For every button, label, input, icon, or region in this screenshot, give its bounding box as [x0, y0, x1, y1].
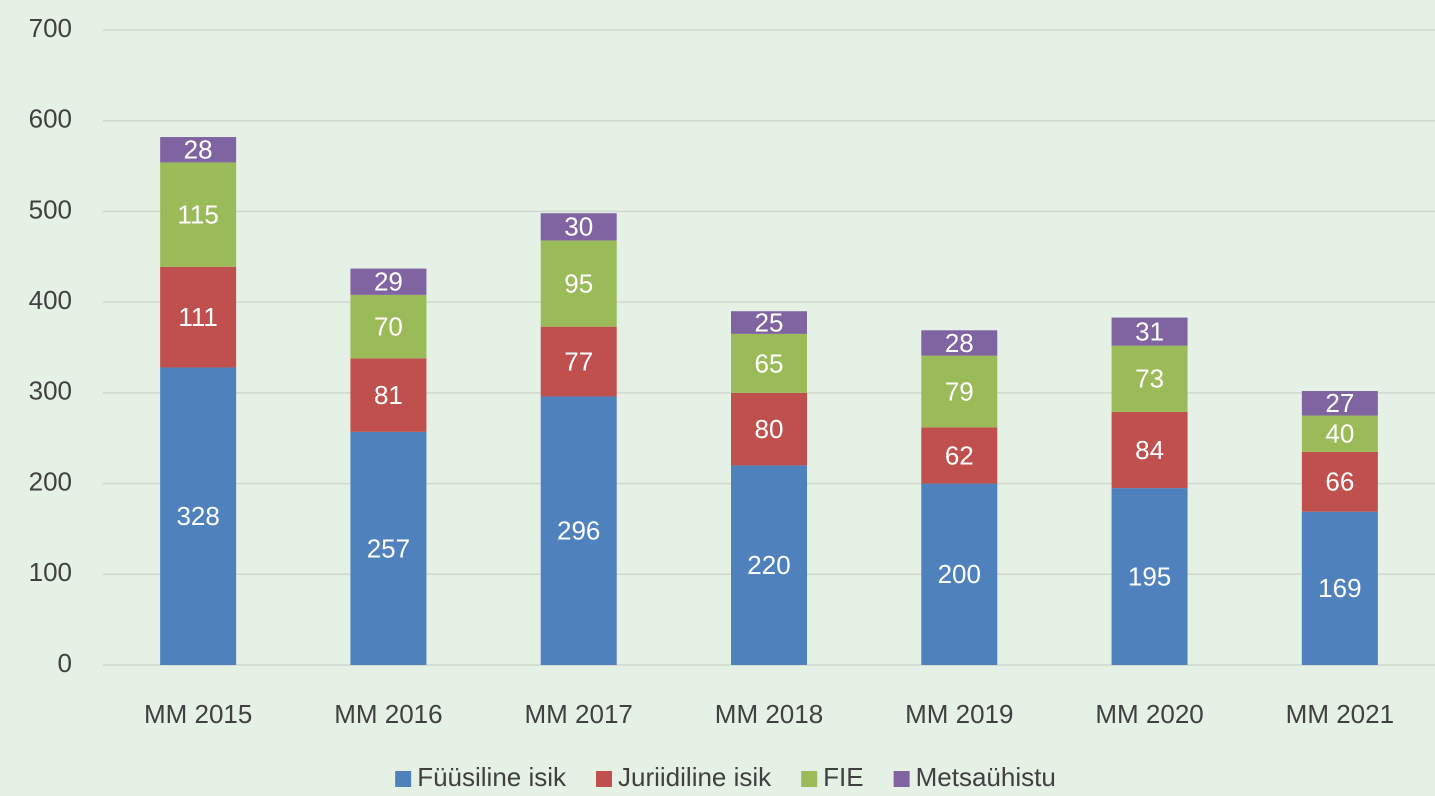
- data-label: 30: [564, 212, 593, 242]
- bar-segment: [160, 367, 237, 665]
- bar-segment: [540, 326, 617, 397]
- x-tick-label: MM 2015: [144, 699, 252, 729]
- x-tick-label: MM 2019: [905, 699, 1013, 729]
- bar-segment: [540, 240, 617, 327]
- data-label: 27: [1325, 388, 1354, 418]
- data-label: 25: [755, 307, 784, 337]
- x-tick-label: MM 2021: [1286, 699, 1394, 729]
- data-label: 62: [945, 440, 974, 470]
- data-label: 296: [557, 516, 600, 546]
- data-label: 77: [564, 346, 593, 376]
- x-tick-label: MM 2017: [525, 699, 633, 729]
- data-label: 79: [945, 376, 974, 406]
- data-label: 95: [564, 268, 593, 298]
- bar-segment: [921, 483, 998, 665]
- data-label: 84: [1135, 435, 1164, 465]
- data-label: 70: [374, 312, 403, 342]
- data-label: 66: [1325, 467, 1354, 497]
- bar-segment: [1301, 415, 1378, 452]
- bar-segment: [160, 137, 237, 163]
- data-label: 73: [1135, 364, 1164, 394]
- y-tick-label: 300: [29, 376, 72, 406]
- y-tick-label: 500: [29, 194, 72, 224]
- bar-segment: [350, 358, 427, 432]
- bar-segment: [160, 162, 237, 267]
- x-tick-label: MM 2016: [334, 699, 442, 729]
- y-tick-label: 200: [29, 466, 72, 496]
- legend-label: Füüsiline isik: [417, 762, 567, 792]
- bar-segment: [1301, 511, 1378, 665]
- data-label: 115: [177, 199, 218, 229]
- data-label: 28: [945, 328, 974, 358]
- y-tick-label: 700: [29, 13, 72, 43]
- bar-segment: [1111, 345, 1188, 412]
- bar-segment: [350, 268, 427, 295]
- bar-segment: [731, 392, 807, 466]
- bar-segment: [350, 294, 427, 359]
- y-tick-label: 0: [58, 648, 72, 678]
- bar-segment: [540, 213, 617, 241]
- bar-segment: [1111, 488, 1188, 665]
- bar-segment: [350, 431, 427, 665]
- y-tick-label: 600: [29, 104, 72, 134]
- data-label: 257: [367, 533, 410, 563]
- data-label: 200: [938, 559, 981, 589]
- data-label: 28: [184, 135, 213, 165]
- legend-swatch: [893, 771, 910, 787]
- data-label: 40: [1325, 419, 1354, 449]
- legend-swatch: [395, 771, 412, 787]
- data-label: 65: [755, 348, 784, 378]
- x-tick-label: MM 2020: [1095, 699, 1203, 729]
- data-label: 328: [176, 501, 219, 531]
- bar-segment: [921, 427, 998, 484]
- bar-segment: [160, 266, 237, 368]
- bar-segment: [1301, 391, 1378, 416]
- legend-swatch: [801, 771, 818, 787]
- data-label: 111: [178, 302, 218, 332]
- data-label: 31: [1135, 317, 1164, 347]
- bar-segment: [731, 333, 807, 393]
- y-tick-label: 100: [29, 557, 72, 587]
- bar-segment: [731, 311, 807, 334]
- data-label: 80: [755, 414, 784, 444]
- legend-label: Metsaühistu: [916, 762, 1056, 792]
- data-label: 195: [1128, 561, 1171, 591]
- data-label: 81: [374, 380, 403, 410]
- bar-segment: [540, 396, 617, 665]
- x-tick-label: MM 2018: [715, 699, 823, 729]
- bar-segment: [1111, 317, 1188, 346]
- bar-segment: [731, 465, 807, 665]
- legend-swatch: [596, 771, 613, 787]
- data-label: 169: [1318, 573, 1361, 603]
- bar-segment: [1301, 451, 1378, 512]
- legend-label: FIE: [823, 762, 863, 792]
- data-label: 29: [374, 267, 403, 297]
- bar-segment: [1111, 411, 1188, 489]
- bar-segment: [921, 355, 998, 428]
- bar-segment: [921, 330, 998, 356]
- y-tick-label: 400: [29, 285, 72, 315]
- data-label: 220: [747, 550, 790, 580]
- legend-label: Juriidiline isik: [618, 762, 772, 792]
